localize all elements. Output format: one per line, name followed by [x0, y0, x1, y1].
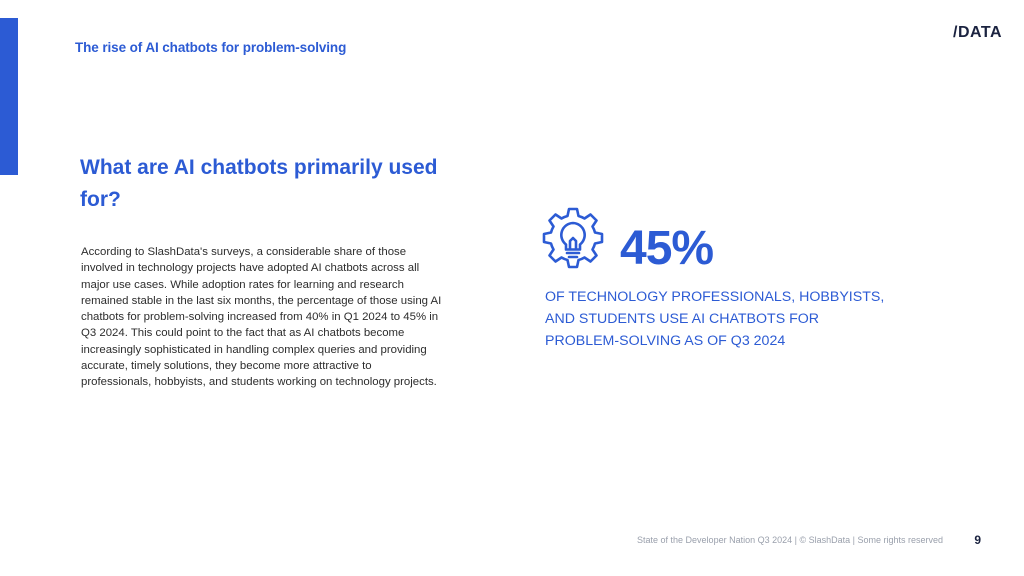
- logo-text: DATA: [957, 24, 1002, 41]
- lightbulb-gear-icon: [538, 205, 608, 275]
- page-number: 9: [974, 533, 981, 547]
- accent-bar: [0, 18, 18, 175]
- stat-caption: OF TECHNOLOGY PROFESSIONALS, HOBBYISTS, …: [545, 289, 885, 349]
- logo-slash: /: [952, 24, 958, 41]
- question-heading: What are AI chatbots primarily used for?: [80, 156, 438, 211]
- brand-logo: /DATA: [953, 24, 1002, 42]
- footer-text: State of the Developer Nation Q3 2024 | …: [637, 535, 943, 545]
- body-paragraph: According to SlashData's surveys, a cons…: [81, 246, 442, 389]
- section-title: The rise of AI chatbots for problem-solv…: [75, 40, 347, 55]
- stat-value: 45%: [620, 222, 714, 275]
